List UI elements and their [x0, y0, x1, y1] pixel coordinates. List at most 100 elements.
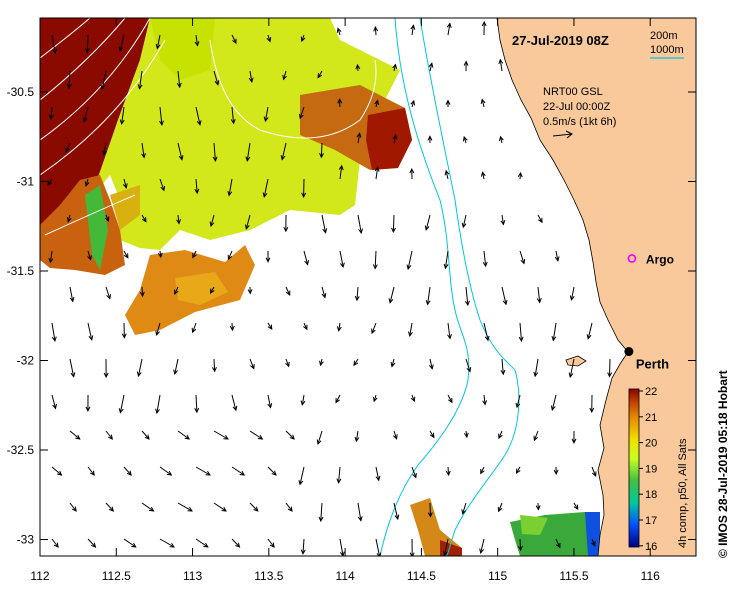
perth-marker[interactable]: [624, 347, 634, 357]
current-vector-arrow: [409, 167, 415, 180]
current-vector-arrow: [374, 99, 380, 108]
current-vector-arrow: [586, 322, 593, 340]
current-vector-arrow: [445, 466, 451, 477]
argo-float-marker[interactable]: [627, 254, 637, 263]
current-vector-arrow: [483, 322, 490, 342]
y-tick-label: -32.5: [7, 443, 35, 457]
current-vector-arrow: [406, 250, 413, 271]
current-vector-arrow: [137, 70, 143, 90]
current-vector-arrow: [194, 178, 200, 195]
current-vector-arrow: [155, 394, 161, 415]
current-vector-arrow: [266, 34, 272, 43]
current-vector-arrow: [498, 135, 504, 144]
current-vector-arrow: [515, 466, 521, 474]
current-vector-arrow: [282, 70, 287, 81]
current-vector-arrow: [121, 322, 127, 339]
current-vector-arrow: [249, 502, 259, 512]
current-vector-arrow: [48, 106, 54, 121]
current-vector-arrow: [139, 286, 145, 298]
colorbar-tick-label: 17: [645, 515, 657, 527]
current-vector-arrow: [194, 394, 200, 414]
product-date: 22-Jul 00:00Z: [543, 101, 611, 113]
y-tick-label: -32: [17, 354, 35, 368]
colorbar: [628, 388, 640, 548]
current-vector-arrow: [555, 538, 561, 549]
current-vector-arrow: [102, 142, 107, 156]
current-vector-arrow: [82, 106, 89, 123]
current-vector-arrow: [300, 34, 306, 43]
colorbar-tick-label: 16: [645, 541, 657, 553]
current-vector-arrow: [392, 63, 398, 72]
current-vector-arrow: [319, 358, 324, 367]
current-vector-arrow: [410, 99, 416, 108]
current-vector-arrow: [445, 99, 451, 108]
x-tick-label: 116: [641, 569, 660, 583]
current-vector-arrow: [591, 466, 597, 477]
current-vector-arrow: [155, 322, 161, 337]
current-vector-arrow: [300, 394, 306, 406]
current-vector-arrow: [192, 250, 197, 259]
current-vector-arrow: [442, 538, 449, 556]
map-frame: [39, 17, 697, 557]
current-vector-arrow: [339, 250, 345, 269]
current-vector-arrow: [69, 430, 81, 440]
current-vector-arrow: [393, 430, 398, 440]
x-tick-label: 115: [488, 569, 507, 583]
current-vector-arrow: [501, 286, 508, 306]
vector-scale-arrow: [552, 130, 573, 139]
current-vector-arrow: [462, 135, 468, 144]
current-vector-arrow: [303, 322, 308, 331]
current-vector-arrow: [247, 286, 253, 295]
current-vector-arrow: [195, 106, 202, 126]
current-vector-arrow: [285, 502, 293, 512]
current-vector-arrow: [285, 430, 295, 440]
current-vector-arrow: [498, 58, 504, 72]
colorbar-tick-label: 22: [645, 386, 657, 398]
current-vector-arrow: [374, 166, 380, 180]
y-tick-label: -30.5: [7, 85, 35, 99]
current-vector-arrow: [372, 250, 378, 270]
current-vector-arrow: [410, 24, 416, 36]
current-vector-arrow: [194, 34, 200, 47]
current-vector-arrow: [607, 358, 613, 378]
current-vector-arrow: [87, 322, 94, 341]
current-vector-arrow: [123, 538, 137, 548]
current-vector-arrow: [391, 214, 396, 234]
current-vector-arrow: [375, 538, 382, 556]
current-vector-arrow: [136, 358, 143, 378]
current-vector-arrow: [87, 538, 97, 548]
current-vector-arrow: [371, 322, 377, 335]
current-vector-arrow: [355, 63, 361, 72]
current-vector-arrow: [447, 394, 453, 404]
current-vector-arrow: [465, 286, 470, 307]
current-vector-arrow: [285, 358, 290, 368]
current-vector-arrow: [480, 466, 485, 475]
current-vector-arrow: [337, 98, 343, 108]
current-vector-arrow: [248, 70, 254, 83]
sst-field: [40, 18, 600, 556]
current-vector-arrow: [213, 502, 227, 512]
current-vector-arrow: [356, 132, 362, 144]
rottnest-island: [565, 355, 587, 367]
current-vector-arrow: [409, 538, 415, 556]
current-vector-arrow: [100, 70, 107, 91]
current-vector-arrow: [427, 502, 433, 518]
current-vector-arrow: [267, 538, 275, 548]
current-vector-arrow: [568, 358, 575, 379]
current-vector-arrow: [105, 286, 111, 300]
colorbar-tick-label: 18: [645, 489, 657, 501]
current-vector-arrow: [301, 178, 307, 199]
current-vector-arrow: [141, 214, 147, 223]
current-vector-arrow: [427, 135, 433, 144]
current-vector-arrow: [177, 430, 191, 440]
current-vector-arrow: [51, 322, 57, 343]
current-vector-arrow: [69, 286, 75, 303]
current-vector-arrow: [69, 358, 76, 378]
current-vector-arrow: [482, 394, 488, 406]
current-vector-arrow: [303, 250, 309, 266]
isobath-200m: [419, 18, 520, 556]
current-vector-arrow: [176, 70, 182, 89]
current-vector-arrow: [519, 250, 526, 265]
depth-legend-1000m: 1000m: [650, 44, 684, 56]
current-vector-arrow: [298, 466, 305, 486]
